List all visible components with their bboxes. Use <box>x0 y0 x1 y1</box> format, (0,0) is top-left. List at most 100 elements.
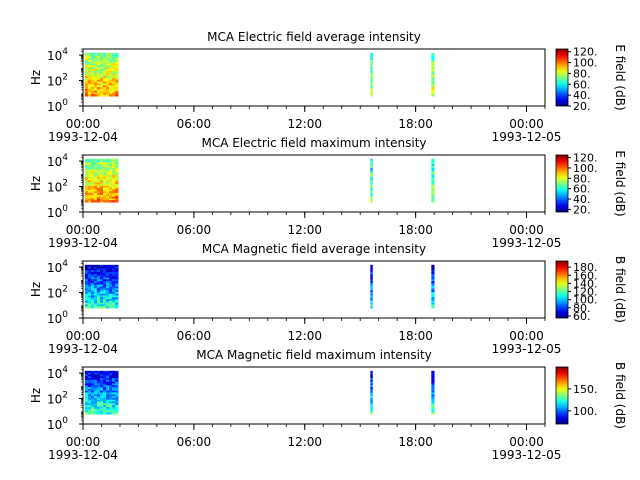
heatmap-cell <box>106 169 110 172</box>
heatmap-cell <box>84 372 89 375</box>
heatmap-cell <box>90 65 95 68</box>
heatmap-cell <box>112 69 116 72</box>
heatmap-cell <box>99 281 104 284</box>
heatmap-cell <box>370 275 373 278</box>
heatmap-cell <box>90 54 95 57</box>
heatmap-cell <box>112 376 116 379</box>
heatmap-cell <box>115 180 119 183</box>
heatmap-cell <box>370 184 373 187</box>
heatmap-cell <box>87 61 92 65</box>
heatmap-cell <box>431 281 435 284</box>
heatmap-cell <box>96 401 101 404</box>
heatmap-cell <box>370 67 373 70</box>
heatmap-cell <box>102 306 107 309</box>
heatmap-cell <box>102 401 107 404</box>
heatmap-cell <box>431 167 435 171</box>
heatmap-cell <box>99 166 104 169</box>
heatmap-cell <box>431 85 435 88</box>
heatmap-cell <box>96 277 101 280</box>
heatmap-cell <box>115 282 119 286</box>
heatmap-cell <box>431 279 435 282</box>
heatmap-cell <box>102 191 107 194</box>
heatmap-cell <box>90 299 95 302</box>
heatmap-cell <box>96 78 101 81</box>
heatmap-cell <box>370 412 373 415</box>
heatmap-cell <box>93 412 98 415</box>
heatmap-cell <box>112 63 116 66</box>
heatmap-cell <box>87 94 92 97</box>
heatmap-cell <box>96 87 101 90</box>
data-block <box>370 158 373 203</box>
heatmap-cell <box>112 87 116 90</box>
heatmap-cell <box>84 397 89 401</box>
heatmap-cell <box>106 160 110 163</box>
heatmap-cell <box>90 184 95 187</box>
heatmap-cell <box>90 171 95 174</box>
heatmap-cell <box>109 196 113 199</box>
heatmap-cell <box>99 394 104 397</box>
heatmap-cell <box>102 54 107 57</box>
heatmap-cell <box>84 56 89 59</box>
heatmap-cell <box>106 302 110 305</box>
heatmap-cell <box>112 304 116 307</box>
heatmap-cell <box>115 176 119 180</box>
heatmap-cell <box>431 194 435 198</box>
heatmap-cell <box>112 60 116 63</box>
heatmap-cell <box>431 378 435 381</box>
heatmap-cell <box>96 266 101 269</box>
heatmap-cell <box>99 306 104 309</box>
heatmap-cell <box>90 160 95 163</box>
x-tick-label: 06:00 <box>177 435 212 449</box>
heatmap-cell <box>112 78 116 81</box>
heatmap-cell <box>106 381 110 384</box>
heatmap-cell <box>90 388 95 392</box>
heatmap-cell <box>109 180 113 183</box>
heatmap-cell <box>431 291 435 295</box>
heatmap-cell <box>431 270 435 273</box>
heatmap-cell <box>99 176 104 180</box>
heatmap-cell <box>102 185 107 189</box>
heatmap-cell <box>115 88 119 92</box>
heatmap-cell <box>106 65 110 68</box>
heatmap-cell <box>87 385 92 388</box>
heatmap-cell <box>106 78 110 81</box>
heatmap-cell <box>87 295 92 298</box>
heatmap-cell <box>99 388 104 392</box>
heatmap-cell <box>99 270 104 273</box>
heatmap-cell <box>106 374 110 377</box>
heatmap-cell <box>106 370 110 374</box>
heatmap-cell <box>431 381 435 384</box>
heatmap-cell <box>370 302 373 305</box>
heatmap-cell <box>109 158 113 162</box>
heatmap-cell <box>109 164 113 167</box>
heatmap-cell <box>115 397 119 401</box>
heatmap-cell <box>431 198 435 201</box>
heatmap-cell <box>102 187 107 190</box>
heatmap-cell <box>84 288 89 291</box>
heatmap-cell <box>87 304 92 307</box>
heatmap-cell <box>109 187 113 190</box>
heatmap-cell <box>370 381 373 384</box>
heatmap-cell <box>106 397 110 401</box>
heatmap-cell <box>112 164 116 167</box>
heatmap-cell <box>106 56 110 59</box>
heatmap-cell <box>115 72 119 75</box>
heatmap-cell <box>99 381 104 384</box>
heatmap-cell <box>106 182 110 185</box>
heatmap-cell <box>99 273 104 277</box>
heatmap-cell <box>102 383 107 386</box>
heatmap-cell <box>96 272 101 275</box>
heatmap-cell <box>96 282 101 286</box>
heatmap-cell <box>112 392 116 395</box>
x-tick-label: 12:00 <box>287 117 322 131</box>
heatmap-cell <box>431 184 435 187</box>
heatmap-cell <box>93 397 98 401</box>
heatmap-cell <box>109 388 113 392</box>
heatmap-cell <box>87 288 92 291</box>
heatmap-cell <box>112 399 116 402</box>
heatmap-cell <box>93 74 98 77</box>
heatmap-cell <box>431 370 435 374</box>
heatmap-cell <box>84 60 89 63</box>
heatmap-cell <box>112 56 116 59</box>
heatmap-cell <box>90 272 95 275</box>
